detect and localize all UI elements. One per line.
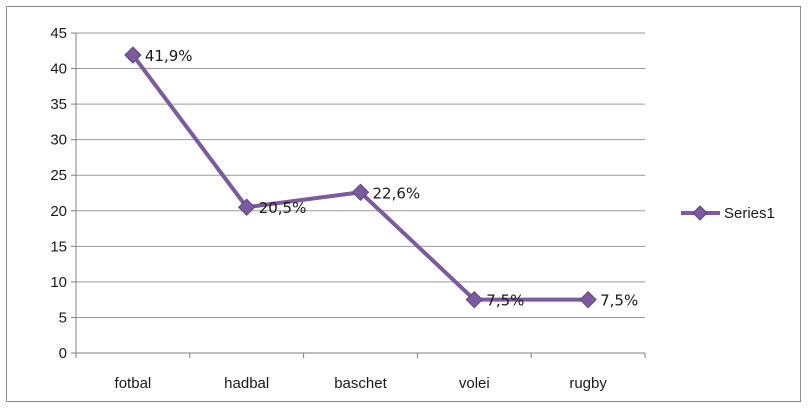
series-series1: 41,9% 20,5% 22,6% 7,5% 7,5% [124, 46, 638, 310]
y-tick-label: 25 [50, 167, 67, 184]
data-point-volei [465, 290, 484, 309]
y-tick-label: 40 [50, 61, 67, 78]
legend: Series1 [681, 205, 775, 222]
y-tick-label: 10 [50, 274, 67, 291]
y-tick-label: 5 [59, 309, 67, 326]
x-tick-label-baschet: baschet [334, 375, 387, 392]
data-label-hadbal: 20,5% [259, 199, 307, 217]
y-axis-ticks: 0 5 10 15 20 25 30 35 40 45 [50, 25, 76, 362]
data-point-rugby [579, 290, 597, 309]
data-label-baschet: 22,6% [373, 184, 421, 202]
chart-area [6, 6, 801, 402]
legend-swatch-marker [692, 205, 708, 221]
y-tick-label: 30 [50, 132, 67, 149]
data-label-rugby: 7,5% [600, 292, 638, 310]
data-point-baschet [351, 183, 370, 201]
y-tick-label: 45 [50, 25, 67, 42]
y-tick-label: 15 [50, 238, 67, 255]
x-tick-label-rugby: rugby [569, 375, 607, 392]
y-tick-label: 35 [50, 96, 67, 113]
x-axis: fotbal hadbal baschet volei rugby [75, 33, 646, 392]
data-point-fotbal [124, 46, 142, 64]
data-label-fotbal: 41,9% [145, 47, 193, 65]
data-label-volei: 7,5% [486, 292, 524, 310]
x-tick-label-volei: volei [459, 375, 490, 392]
series-line [131, 53, 589, 302]
x-tick-label-hadbal: hadbal [224, 375, 269, 392]
gridlines [76, 32, 645, 318]
x-tick-label-fotbal: fotbal [115, 375, 152, 392]
legend-label-series1: Series1 [724, 205, 775, 222]
y-tick-label: 0 [59, 345, 67, 362]
data-point-hadbal [237, 198, 256, 216]
y-tick-label: 20 [50, 203, 67, 220]
